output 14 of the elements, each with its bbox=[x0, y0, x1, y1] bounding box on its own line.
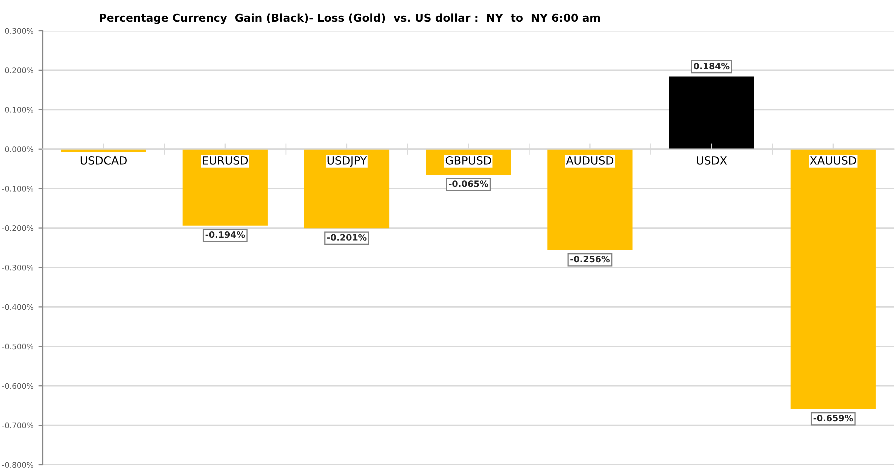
data-label: 0.184% bbox=[694, 62, 730, 70]
data-label: -0.194% bbox=[206, 232, 246, 238]
chart-title: Percentage Currency Gain (Black)- Loss (Gold) vs. US dollar : NY to NY 6:00 am bbox=[100, 14, 600, 24]
data-label: -0.256% bbox=[570, 256, 610, 263]
x-tick-label: USDJPY bbox=[328, 156, 368, 167]
x-tick-label: USDCAD bbox=[80, 156, 127, 165]
data-label: -0.659% bbox=[814, 415, 854, 422]
data-label: -0.065% bbox=[449, 180, 488, 188]
x-tick-label: XAUUSD bbox=[810, 156, 856, 165]
x-tick-label: USDX bbox=[697, 156, 728, 165]
x-tick-label: AUDUSD bbox=[566, 156, 614, 165]
x-tick-label: GBPUSD bbox=[446, 156, 492, 165]
data-label: -0.201% bbox=[327, 234, 367, 241]
x-tick-label: EURUSD bbox=[203, 156, 248, 165]
